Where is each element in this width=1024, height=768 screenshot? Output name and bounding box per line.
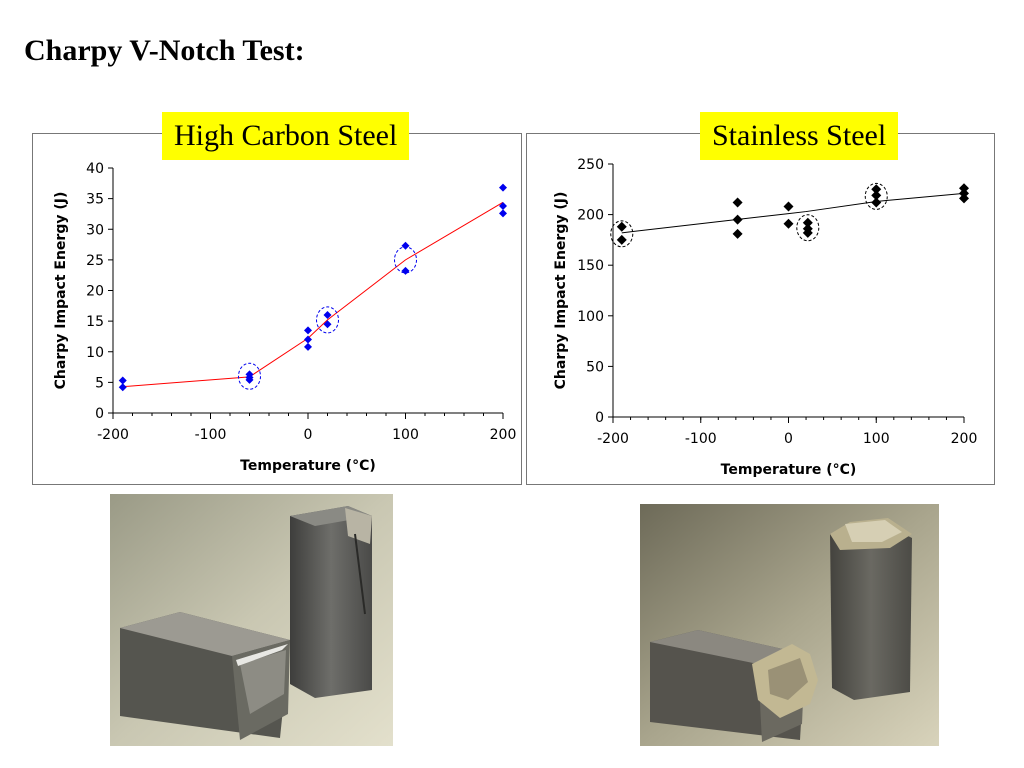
highlight-circle bbox=[316, 306, 339, 334]
data-point bbox=[802, 217, 813, 228]
x-tick-label: -100 bbox=[685, 431, 717, 447]
x-tick-label: 0 bbox=[784, 431, 793, 447]
data-point bbox=[616, 234, 627, 245]
data-point bbox=[783, 218, 794, 229]
y-tick-label: 250 bbox=[577, 157, 604, 173]
x-tick-label: -100 bbox=[195, 427, 227, 443]
x-axis-title: Temperature (°C) bbox=[240, 458, 376, 474]
data-point bbox=[871, 190, 882, 201]
x-tick-label: 200 bbox=[490, 427, 517, 443]
data-point bbox=[871, 184, 882, 195]
data-point bbox=[118, 383, 127, 392]
carbon-steel-chart-title: High Carbon Steel bbox=[162, 112, 410, 160]
data-point bbox=[401, 266, 410, 275]
stainless-steel-chart-title: Stainless Steel bbox=[700, 112, 899, 160]
y-tick-label: 15 bbox=[86, 314, 104, 330]
data-point bbox=[323, 320, 332, 329]
data-point bbox=[802, 227, 813, 238]
data-point bbox=[616, 221, 627, 232]
y-tick-label: 100 bbox=[577, 309, 604, 325]
y-axis-title: Charpy Impact Energy (J) bbox=[553, 192, 569, 390]
data-point bbox=[959, 193, 969, 204]
y-tick-label: 20 bbox=[86, 284, 104, 300]
y-axis-title: Charpy Impact Energy (J) bbox=[53, 192, 69, 390]
x-tick-label: 100 bbox=[863, 431, 890, 447]
x-tick-label: 0 bbox=[304, 427, 313, 443]
y-tick-label: 5 bbox=[95, 375, 104, 391]
highlight-circle bbox=[796, 214, 820, 242]
highlight-circle bbox=[864, 182, 888, 210]
data-point bbox=[499, 201, 507, 210]
x-tick-label: 100 bbox=[392, 427, 419, 443]
data-point bbox=[732, 228, 743, 239]
carbon-steel-specimen-photo bbox=[110, 494, 393, 746]
highlight-circle bbox=[238, 362, 261, 390]
y-tick-label: 10 bbox=[86, 345, 104, 361]
y-tick-label: 150 bbox=[577, 258, 604, 274]
y-tick-label: 50 bbox=[586, 359, 604, 375]
y-tick-label: 35 bbox=[86, 192, 104, 208]
data-point bbox=[499, 183, 507, 192]
y-tick-label: 200 bbox=[577, 208, 604, 224]
trend-line bbox=[122, 201, 504, 388]
page-title: Charpy V-Notch Test: bbox=[24, 34, 305, 67]
data-point bbox=[783, 201, 794, 212]
data-point bbox=[304, 326, 312, 335]
data-point bbox=[304, 335, 312, 344]
y-tick-label: 30 bbox=[86, 222, 104, 238]
y-tick-label: 0 bbox=[595, 410, 604, 426]
data-point bbox=[323, 311, 332, 319]
highlight-circle bbox=[610, 220, 634, 248]
x-axis-title: Temperature (°C) bbox=[721, 462, 857, 478]
data-point bbox=[959, 188, 969, 199]
data-point bbox=[245, 375, 254, 384]
stainless-steel-chart-panel: 0 50 100 150 200 250 -200 -100 0 100 200 Temperatur… bbox=[526, 133, 995, 485]
data-point bbox=[871, 197, 882, 208]
trend-line bbox=[621, 192, 965, 234]
stainless-steel-chart: 0 50 100 150 200 250 -200 -100 0 100 200 Temperatur… bbox=[553, 157, 978, 478]
data-point bbox=[959, 183, 969, 194]
data-point bbox=[401, 241, 410, 250]
y-tick-label: 0 bbox=[95, 406, 104, 422]
data-point bbox=[732, 197, 743, 208]
data-point bbox=[732, 214, 743, 225]
x-tick-label: 200 bbox=[951, 431, 978, 447]
carbon-steel-chart-panel: 0 5 10 15 20 25 30 35 40 -200 -100 0 100 200 Temperatu… bbox=[32, 133, 522, 485]
y-tick-label: 40 bbox=[86, 161, 104, 177]
y-tick-label: 25 bbox=[86, 253, 104, 269]
stainless-steel-specimen-photo bbox=[640, 504, 939, 746]
data-point bbox=[118, 376, 127, 385]
data-point bbox=[304, 342, 312, 351]
carbon-steel-chart: 0 5 10 15 20 25 30 35 40 -200 -100 0 100 200 Temperatu… bbox=[53, 161, 517, 474]
x-tick-label: -200 bbox=[97, 427, 129, 443]
x-tick-label: -200 bbox=[597, 431, 629, 447]
data-point bbox=[499, 209, 507, 218]
